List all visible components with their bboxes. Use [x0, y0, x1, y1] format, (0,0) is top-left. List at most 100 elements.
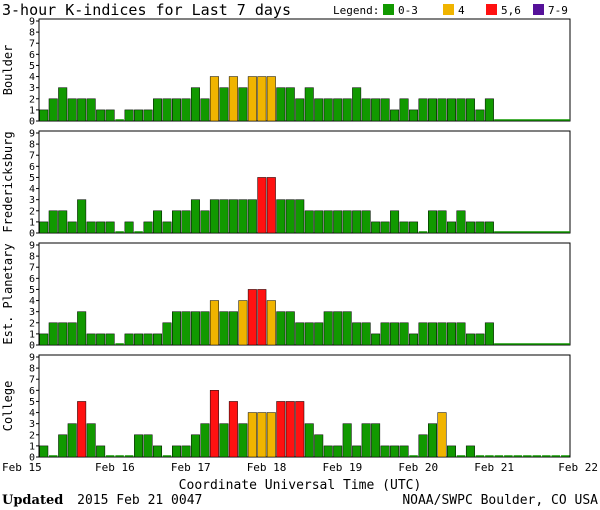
k-index-bar: [304, 423, 314, 458]
k-index-bar: [143, 434, 153, 458]
k-index-bar: [266, 412, 276, 458]
legend-swatch: [533, 4, 544, 15]
y-tick-label: 0: [29, 453, 35, 464]
y-tick-label: 4: [29, 72, 35, 83]
k-index-bar: [58, 87, 68, 122]
k-index-bar: [105, 333, 115, 346]
k-index-bar: [86, 333, 96, 346]
legend-item-label: 5,6: [501, 4, 521, 17]
k-index-bar: [371, 98, 381, 122]
y-tick-label: 7: [29, 151, 35, 162]
k-index-bar: [285, 199, 295, 234]
k-index-bar: [285, 401, 295, 458]
k-index-bar: [134, 434, 144, 458]
k-index-bar: [39, 333, 49, 346]
k-index-bar: [190, 87, 200, 122]
k-index-bar: [314, 322, 324, 346]
k-index-bar: [228, 311, 238, 346]
k-index-bar: [238, 300, 248, 346]
k-index-bar: [475, 221, 485, 234]
k-index-bar: [465, 445, 475, 458]
k-index-bar: [399, 322, 409, 346]
y-tick-label: 6: [29, 162, 35, 173]
k-index-bar: [295, 199, 305, 234]
k-index-bar: [96, 333, 106, 346]
k-index-bar: [437, 98, 447, 122]
k-index-bar: [200, 98, 210, 122]
k-index-bar: [380, 221, 390, 234]
panel-frame: [38, 354, 571, 458]
k-index-bar: [247, 199, 257, 234]
k-index-bar: [266, 300, 276, 346]
y-tick-label: 8: [29, 28, 35, 39]
k-index-bar: [67, 221, 77, 234]
k-index-bar: [399, 445, 409, 458]
legend-swatch: [486, 4, 497, 15]
y-tick-label: 0: [29, 341, 35, 352]
k-index-bar: [228, 76, 238, 122]
k-index-bar: [323, 210, 333, 234]
k-index-bar: [181, 445, 191, 458]
k-index-bar: [276, 87, 286, 122]
k-index-bar: [484, 98, 494, 122]
x-tick-label: Feb 17: [171, 461, 211, 474]
y-axis-label: Fredericksburg: [1, 131, 15, 232]
k-index-bar: [380, 445, 390, 458]
k-index-bar: [390, 322, 400, 346]
k-index-bar: [67, 98, 77, 122]
k-index-bar: [96, 445, 106, 458]
y-tick-label: 4: [29, 296, 35, 307]
k-index-bar: [266, 76, 276, 122]
k-index-bar: [390, 445, 400, 458]
k-index-bar: [209, 390, 219, 458]
k-index-bar: [162, 98, 172, 122]
k-index-bar: [285, 311, 295, 346]
updated-line: Updated 2015 Feb 21 0047: [2, 493, 202, 508]
k-index-bar: [475, 333, 485, 346]
y-tick-label: 4: [29, 184, 35, 195]
k-index-bar: [172, 210, 181, 234]
k-index-bar: [153, 210, 163, 234]
y-tick-label: 5: [29, 397, 35, 408]
y-tick-label: 3: [29, 307, 35, 318]
k-index-bar: [304, 210, 314, 234]
k-index-bar: [399, 221, 409, 234]
y-tick-label: 9: [29, 241, 35, 252]
k-index-bar: [418, 98, 428, 122]
k-index-bar: [247, 412, 257, 458]
y-axis-label: Boulder: [1, 45, 15, 96]
y-tick-label: 8: [29, 252, 35, 263]
k-index-bar: [390, 109, 400, 122]
legend-label: Legend:: [333, 4, 379, 17]
y-tick-label: 8: [29, 364, 35, 375]
k-index-bar: [266, 177, 276, 234]
x-axis-title: Coordinate Universal Time (UTC): [179, 478, 422, 493]
updated-label: Updated: [2, 493, 63, 508]
k-index-bar: [446, 445, 456, 458]
k-index-bar: [352, 210, 362, 234]
k-index-bar: [39, 445, 49, 458]
k-index-bar: [190, 311, 200, 346]
panel-frame: [38, 18, 571, 122]
y-tick-label: 0: [29, 117, 35, 128]
k-index-bar: [465, 98, 475, 122]
y-tick-label: 1: [29, 329, 35, 340]
k-index-bar: [247, 76, 257, 122]
chart-title: 3-hour K-indices for Last 7 days: [2, 1, 291, 19]
y-tick-label: 7: [29, 263, 35, 274]
y-tick-label: 1: [29, 105, 35, 116]
k-index-bar: [276, 199, 286, 234]
k-index-bar: [437, 210, 447, 234]
k-index-bar: [200, 311, 210, 346]
x-tick-label: Feb 19: [323, 461, 363, 474]
y-tick-label: 9: [29, 17, 35, 28]
y-tick-label: 0: [29, 229, 35, 240]
k-index-bar: [314, 434, 324, 458]
y-axis-label: Est. Planetary: [1, 243, 15, 344]
x-tick-label: Feb 18: [247, 461, 287, 474]
k-index-bar: [456, 98, 466, 122]
k-index-bar: [143, 109, 153, 122]
k-index-bar: [446, 98, 456, 122]
k-index-bar: [399, 98, 409, 122]
k-index-bar: [96, 109, 106, 122]
